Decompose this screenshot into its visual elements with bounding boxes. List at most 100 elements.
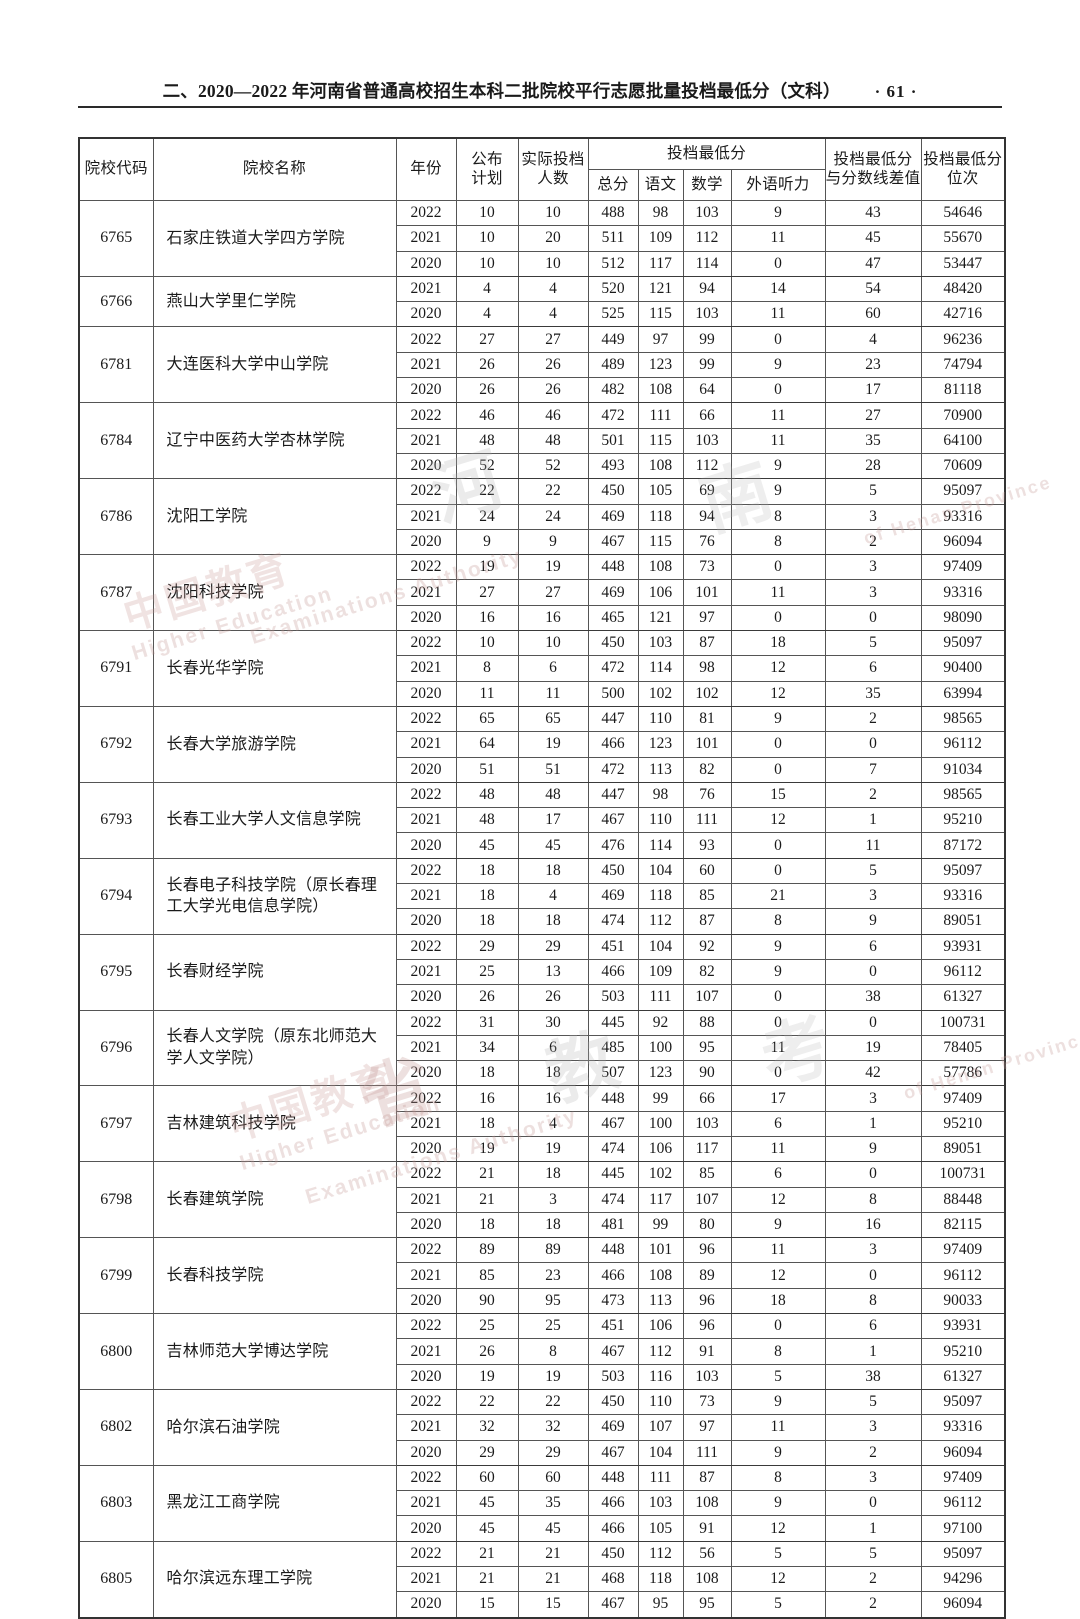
cell-actual: 18 — [517, 1211, 589, 1239]
cell-rank: 78405 — [920, 1034, 1006, 1062]
cell-plan: 18 — [455, 908, 519, 935]
cell-score-diff: 47 — [824, 250, 922, 277]
cell-year: 2021 — [395, 1338, 457, 1365]
cell-chinese-score: 107 — [637, 1414, 684, 1441]
cell-score-diff: 43 — [824, 199, 922, 227]
cell-total-score: 501 — [587, 427, 639, 454]
cell-school-name: 长春大学旅游学院 — [152, 705, 397, 783]
cell-plan: 4 — [455, 301, 519, 328]
cell-plan: 27 — [455, 326, 519, 353]
cell-plan: 18 — [455, 1060, 519, 1087]
cell-school-name: 长春人文学院（原东北师范大学人文学院） — [152, 1009, 397, 1087]
cell-plan: 60 — [455, 1464, 519, 1492]
cell-foreign-listening-score: 18 — [730, 1287, 826, 1315]
cell-score-diff: 42 — [824, 1060, 922, 1087]
table-row: 6799 长春科技学院 2022 89 89 448 101 96 11 3 97409 — [78, 1237, 1006, 1315]
cell-foreign-listening-score: 11 — [730, 301, 826, 328]
cell-chinese-score: 114 — [637, 832, 684, 859]
table-row: 2020 26 26 482 108 64 0 17 81118 — [79, 377, 1006, 404]
cell-plan: 26 — [455, 984, 519, 1011]
cell-year: 2020 — [395, 452, 457, 480]
cell-math-score: 87 — [682, 630, 732, 657]
cell-school-name: 长春财经学院 — [152, 933, 397, 1011]
cell-plan: 24 — [455, 503, 519, 530]
cell-math-score: 60 — [682, 857, 732, 885]
cell-foreign-listening-score: 12 — [730, 1515, 826, 1542]
cell-foreign-listening-score: 9 — [730, 199, 826, 227]
cell-score-diff: 3 — [824, 883, 922, 910]
cell-math-score: 98 — [682, 655, 732, 682]
cell-chinese-score: 114 — [637, 655, 684, 682]
cell-chinese-score: 123 — [637, 351, 684, 379]
cell-rank: 96112 — [920, 1490, 1006, 1517]
cell-score-diff: 23 — [824, 351, 922, 379]
cell-school-code: 6766 — [78, 275, 154, 328]
cell-math-score: 85 — [682, 883, 732, 910]
cell-score-diff: 17 — [824, 377, 922, 404]
table-row: 6784 辽宁中医药大学杏林学院 2022 46 46 472 111 66 11 27 70900 — [78, 402, 1006, 480]
cell-foreign-listening-score: 11 — [730, 1414, 826, 1441]
cell-score-diff: 3 — [824, 579, 922, 606]
cell-actual: 29 — [517, 933, 589, 960]
cell-foreign-listening-score: 0 — [730, 604, 826, 632]
cell-score-diff: 1 — [824, 1338, 922, 1365]
cell-actual: 11 — [517, 680, 589, 707]
cell-plan: 52 — [455, 452, 519, 480]
cell-year: 2021 — [395, 958, 457, 986]
cell-school-code: 6798 — [78, 1161, 154, 1239]
table-row: 2021 26 8 467 112 91 8 1 95210 — [79, 1338, 1006, 1365]
cell-foreign-listening-score: 21 — [730, 883, 826, 910]
cell-plan: 26 — [455, 1338, 519, 1365]
cell-math-score: 97 — [682, 604, 732, 632]
cell-year: 2021 — [395, 807, 457, 834]
cell-school-code: 6787 — [78, 554, 154, 632]
cell-foreign-listening-score: 18 — [730, 630, 826, 657]
cell-foreign-listening-score: 0 — [730, 1009, 826, 1036]
cell-chinese-score: 100 — [637, 1110, 684, 1137]
cell-total-score: 474 — [587, 1135, 639, 1163]
cell-year: 2021 — [395, 503, 457, 530]
cell-actual: 18 — [517, 1060, 589, 1087]
cell-plan: 34 — [455, 1034, 519, 1062]
cell-chinese-score: 98 — [637, 199, 684, 227]
cell-chinese-score: 106 — [637, 1135, 684, 1163]
cell-score-diff: 9 — [824, 1135, 922, 1163]
cell-plan: 8 — [455, 655, 519, 682]
col-header-diff: 投档最低分 与分数线差值 — [824, 137, 922, 201]
cell-foreign-listening-score: 8 — [730, 1464, 826, 1492]
cell-year: 2021 — [395, 1566, 457, 1593]
cell-year: 2022 — [395, 326, 457, 353]
cell-actual: 13 — [517, 958, 589, 986]
table-row: 2020 18 18 507 123 90 0 42 57786 — [79, 1060, 1006, 1087]
cell-chinese-score: 111 — [637, 1464, 684, 1492]
cell-math-score: 88 — [682, 1009, 732, 1036]
cell-foreign-listening-score: 11 — [730, 1135, 826, 1163]
cell-rank: 63994 — [920, 680, 1006, 707]
table-row: 6794 长春电子科技学院（原长春理工大学光电信息学院） 2022 18 18 450 10… — [78, 857, 1006, 935]
cell-score-diff: 3 — [824, 1464, 922, 1492]
cell-rank: 42716 — [920, 301, 1006, 328]
cell-plan: 48 — [455, 427, 519, 454]
cell-score-diff: 9 — [824, 908, 922, 935]
cell-plan: 16 — [455, 1085, 519, 1112]
cell-actual: 16 — [517, 1085, 589, 1112]
cell-score-diff: 38 — [824, 984, 922, 1011]
cell-plan: 10 — [455, 250, 519, 277]
cell-chinese-score: 106 — [637, 579, 684, 606]
cell-chinese-score: 118 — [637, 1566, 684, 1593]
cell-chinese-score: 103 — [637, 630, 684, 657]
cell-total-score: 507 — [587, 1060, 639, 1087]
cell-total-score: 450 — [587, 478, 639, 505]
cell-math-score: 89 — [682, 1262, 732, 1289]
cell-score-diff: 2 — [824, 528, 922, 556]
cell-school-code: 6805 — [78, 1540, 154, 1619]
cell-actual: 24 — [517, 503, 589, 530]
cell-math-score: 97 — [682, 1414, 732, 1441]
cell-rank: 48420 — [920, 275, 1006, 303]
cell-plan: 22 — [455, 478, 519, 505]
cell-total-score: 468 — [587, 1566, 639, 1593]
cell-school-code: 6765 — [78, 200, 154, 277]
cell-chinese-score: 121 — [637, 275, 684, 303]
table-row: 6792 长春大学旅游学院 2022 65 65 447 110 81 9 2 98565 — [78, 705, 1006, 783]
cell-math-score: 103 — [682, 1363, 732, 1390]
